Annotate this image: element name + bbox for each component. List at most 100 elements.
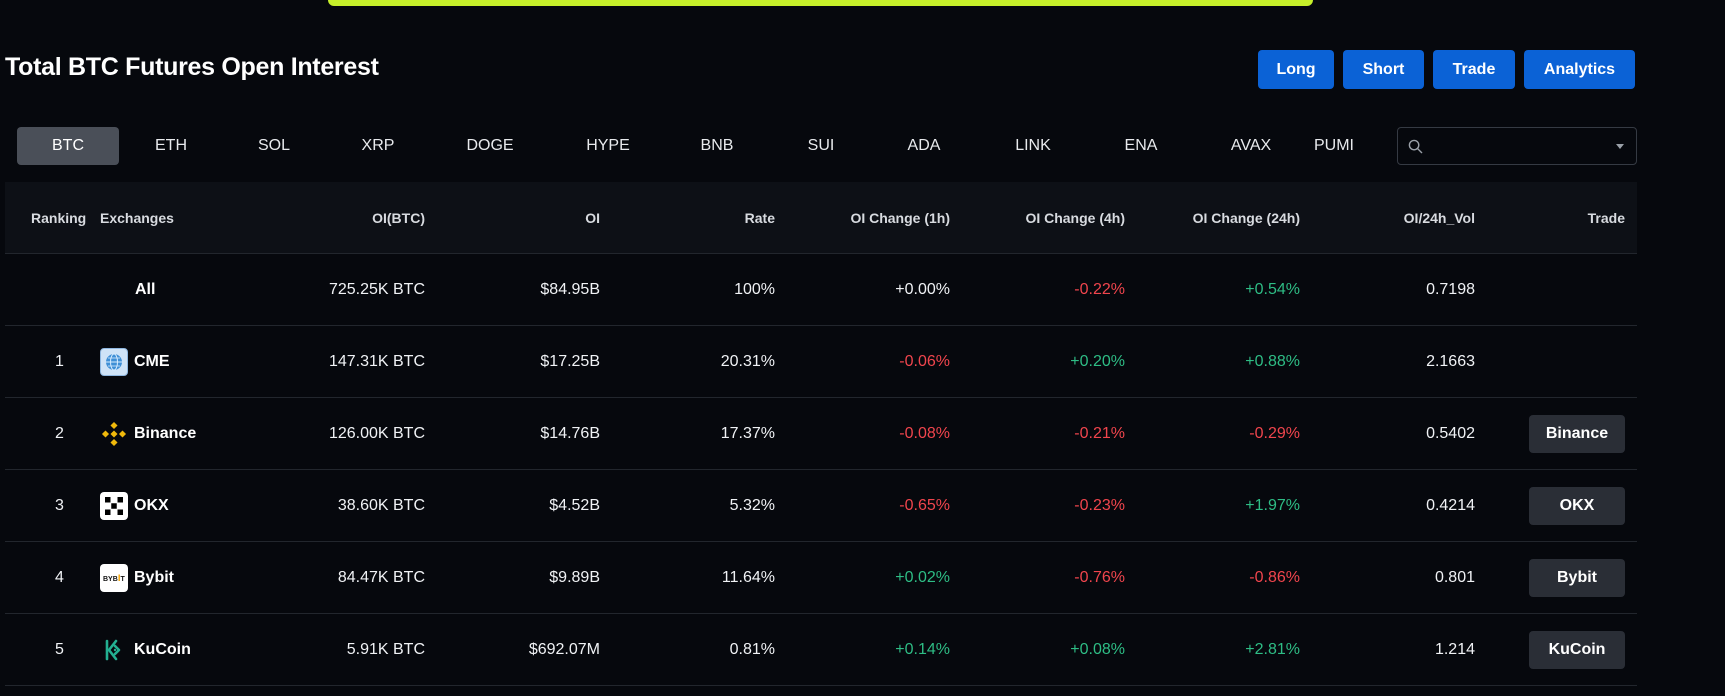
header-trade: Trade xyxy=(1587,210,1625,226)
cell-change-24h: -0.29% xyxy=(1249,425,1300,442)
summary-label: All xyxy=(135,281,156,298)
trade-cell: OKX xyxy=(1529,470,1625,542)
cell-oi: $4.52B xyxy=(549,497,600,514)
cell-change-24h: +0.54% xyxy=(1245,281,1300,298)
trade-cell: Binance xyxy=(1529,398,1625,470)
header-change-1h[interactable]: OI Change (1h) xyxy=(850,210,950,226)
cell-change-4h: -0.76% xyxy=(1074,569,1125,586)
table-row: 5 KuCoin 5.91K BTC $692.07M 0.81% +0.14%… xyxy=(5,614,1637,686)
cell-rate: 100% xyxy=(734,281,775,298)
trade-button[interactable]: Trade xyxy=(1433,50,1515,89)
table-row-summary: All 725.25K BTC $84.95B 100% +0.00% -0.2… xyxy=(5,254,1637,326)
cell-change-1h: -0.65% xyxy=(899,497,950,514)
header-change-24h[interactable]: OI Change (24h) xyxy=(1192,210,1300,226)
cell-oi: $692.07M xyxy=(528,641,600,658)
search-icon xyxy=(1408,139,1423,154)
cell-oi-btc: 725.25K BTC xyxy=(328,281,425,298)
cell-exchange[interactable]: Binance xyxy=(100,398,196,470)
cell-change-24h: +0.88% xyxy=(1245,353,1300,370)
cell-exchange[interactable]: BYB T Bybit xyxy=(100,542,174,614)
exchange-name: Binance xyxy=(134,425,197,442)
trade-kucoin-button[interactable]: KuCoin xyxy=(1529,631,1625,669)
long-button[interactable]: Long xyxy=(1258,50,1334,89)
cell-oi-vol: 1.214 xyxy=(1434,641,1475,658)
tab-pumi[interactable]: PUMI xyxy=(1314,137,1354,154)
tab-sol[interactable]: SOL xyxy=(257,137,290,154)
cell-oi-btc: 126.00K BTC xyxy=(328,425,425,442)
header-oi-vol[interactable]: OI/24h_Vol xyxy=(1403,210,1475,226)
chevron-down-icon[interactable] xyxy=(1616,144,1624,149)
header-rate[interactable]: Rate xyxy=(744,210,775,226)
cell-rate: 5.32% xyxy=(729,497,775,514)
action-buttons: Long Short Trade Analytics xyxy=(1258,50,1635,89)
trade-bybit-button[interactable]: Bybit xyxy=(1529,559,1625,597)
cell-oi-vol: 0.801 xyxy=(1434,569,1475,586)
tab-btc[interactable]: BTC xyxy=(17,127,119,165)
exchange-name: KuCoin xyxy=(134,641,191,658)
cell-oi-vol: 0.4214 xyxy=(1426,497,1475,514)
trade-binance-button[interactable]: Binance xyxy=(1529,415,1625,453)
cell-change-1h: -0.08% xyxy=(899,425,950,442)
header-ranking[interactable]: Ranking xyxy=(31,210,87,226)
cell-oi: $84.95B xyxy=(540,281,600,298)
tab-doge[interactable]: DOGE xyxy=(466,137,514,154)
cell-oi-vol: 0.5402 xyxy=(1426,425,1475,442)
tab-ada[interactable]: ADA xyxy=(907,137,941,154)
tab-bnb[interactable]: BNB xyxy=(700,137,734,154)
cell-rate: 20.31% xyxy=(720,353,775,370)
tab-sui[interactable]: SUI xyxy=(807,137,835,154)
cell-oi-btc: 147.31K BTC xyxy=(328,353,425,370)
trade-okx-button[interactable]: OKX xyxy=(1529,487,1625,525)
kucoin-logo-icon xyxy=(100,636,128,664)
cell-change-4h: +0.20% xyxy=(1070,353,1125,370)
header-change-4h[interactable]: OI Change (4h) xyxy=(1025,210,1125,226)
trade-cell: KuCoin xyxy=(1529,614,1625,686)
cell-rank: 3 xyxy=(55,497,64,514)
cell-change-4h: -0.23% xyxy=(1074,497,1125,514)
cell-oi-vol: 2.1663 xyxy=(1426,353,1475,370)
cell-exchange[interactable]: KuCoin xyxy=(100,614,191,686)
tab-avax[interactable]: AVAX xyxy=(1230,137,1272,154)
cell-exchange[interactable]: OKX xyxy=(100,470,169,542)
table-row: 1 CME 147.31K BTC $17.25B 20.31% -0.06% … xyxy=(5,326,1637,398)
header-oi[interactable]: OI xyxy=(585,210,600,226)
cell-change-24h: +2.81% xyxy=(1245,641,1300,658)
cme-logo-icon xyxy=(100,348,128,376)
cell-change-4h: -0.21% xyxy=(1074,425,1125,442)
exchange-name: OKX xyxy=(134,497,169,514)
cell-rank: 5 xyxy=(55,641,64,658)
cell-oi-btc: 84.47K BTC xyxy=(337,569,425,586)
tab-hype[interactable]: HYPE xyxy=(586,137,630,154)
short-button[interactable]: Short xyxy=(1343,50,1424,89)
cell-oi: $9.89B xyxy=(549,569,600,586)
cell-change-1h: +0.02% xyxy=(895,569,950,586)
table-row: 4 BYB T Bybit 84.47K BTC $9.89B 11.64% +… xyxy=(5,542,1637,614)
cell-change-1h: +0.00% xyxy=(895,281,950,298)
tab-xrp[interactable]: XRP xyxy=(361,137,395,154)
tab-eth[interactable]: ETH xyxy=(155,137,187,154)
header-exchanges[interactable]: Exchanges xyxy=(100,210,174,226)
cell-rank: 1 xyxy=(55,353,64,370)
exchange-name: Bybit xyxy=(134,569,174,586)
cell-change-1h: -0.06% xyxy=(899,353,950,370)
cell-rate: 11.64% xyxy=(721,569,775,586)
table-row: 2 Binance 126.00K BTC $14.76B 17.37% -0.… xyxy=(5,398,1637,470)
header-oi-btc[interactable]: OI(BTC) xyxy=(372,210,425,226)
coin-search-select[interactable] xyxy=(1397,127,1637,165)
svg-text:T: T xyxy=(121,576,126,583)
open-interest-table: Ranking Exchanges OI(BTC) OI Rate OI Cha… xyxy=(5,182,1637,686)
page-title: Total BTC Futures Open Interest xyxy=(5,53,379,81)
cell-oi-btc: 5.91K BTC xyxy=(346,641,425,658)
search-input[interactable] xyxy=(1430,134,1600,158)
tab-link[interactable]: LINK xyxy=(1015,137,1051,154)
tab-ena[interactable]: ENA xyxy=(1124,137,1158,154)
top-accent-bar xyxy=(328,0,1313,6)
cell-oi: $14.76B xyxy=(540,425,600,442)
cell-change-1h: +0.14% xyxy=(895,641,950,658)
cell-exchange[interactable]: CME xyxy=(100,326,170,398)
binance-logo-icon xyxy=(100,420,128,448)
analytics-button[interactable]: Analytics xyxy=(1524,50,1635,89)
cell-oi-btc: 38.60K BTC xyxy=(337,497,425,514)
cell-change-4h: -0.22% xyxy=(1074,281,1125,298)
cell-change-24h: +1.97% xyxy=(1245,497,1300,514)
